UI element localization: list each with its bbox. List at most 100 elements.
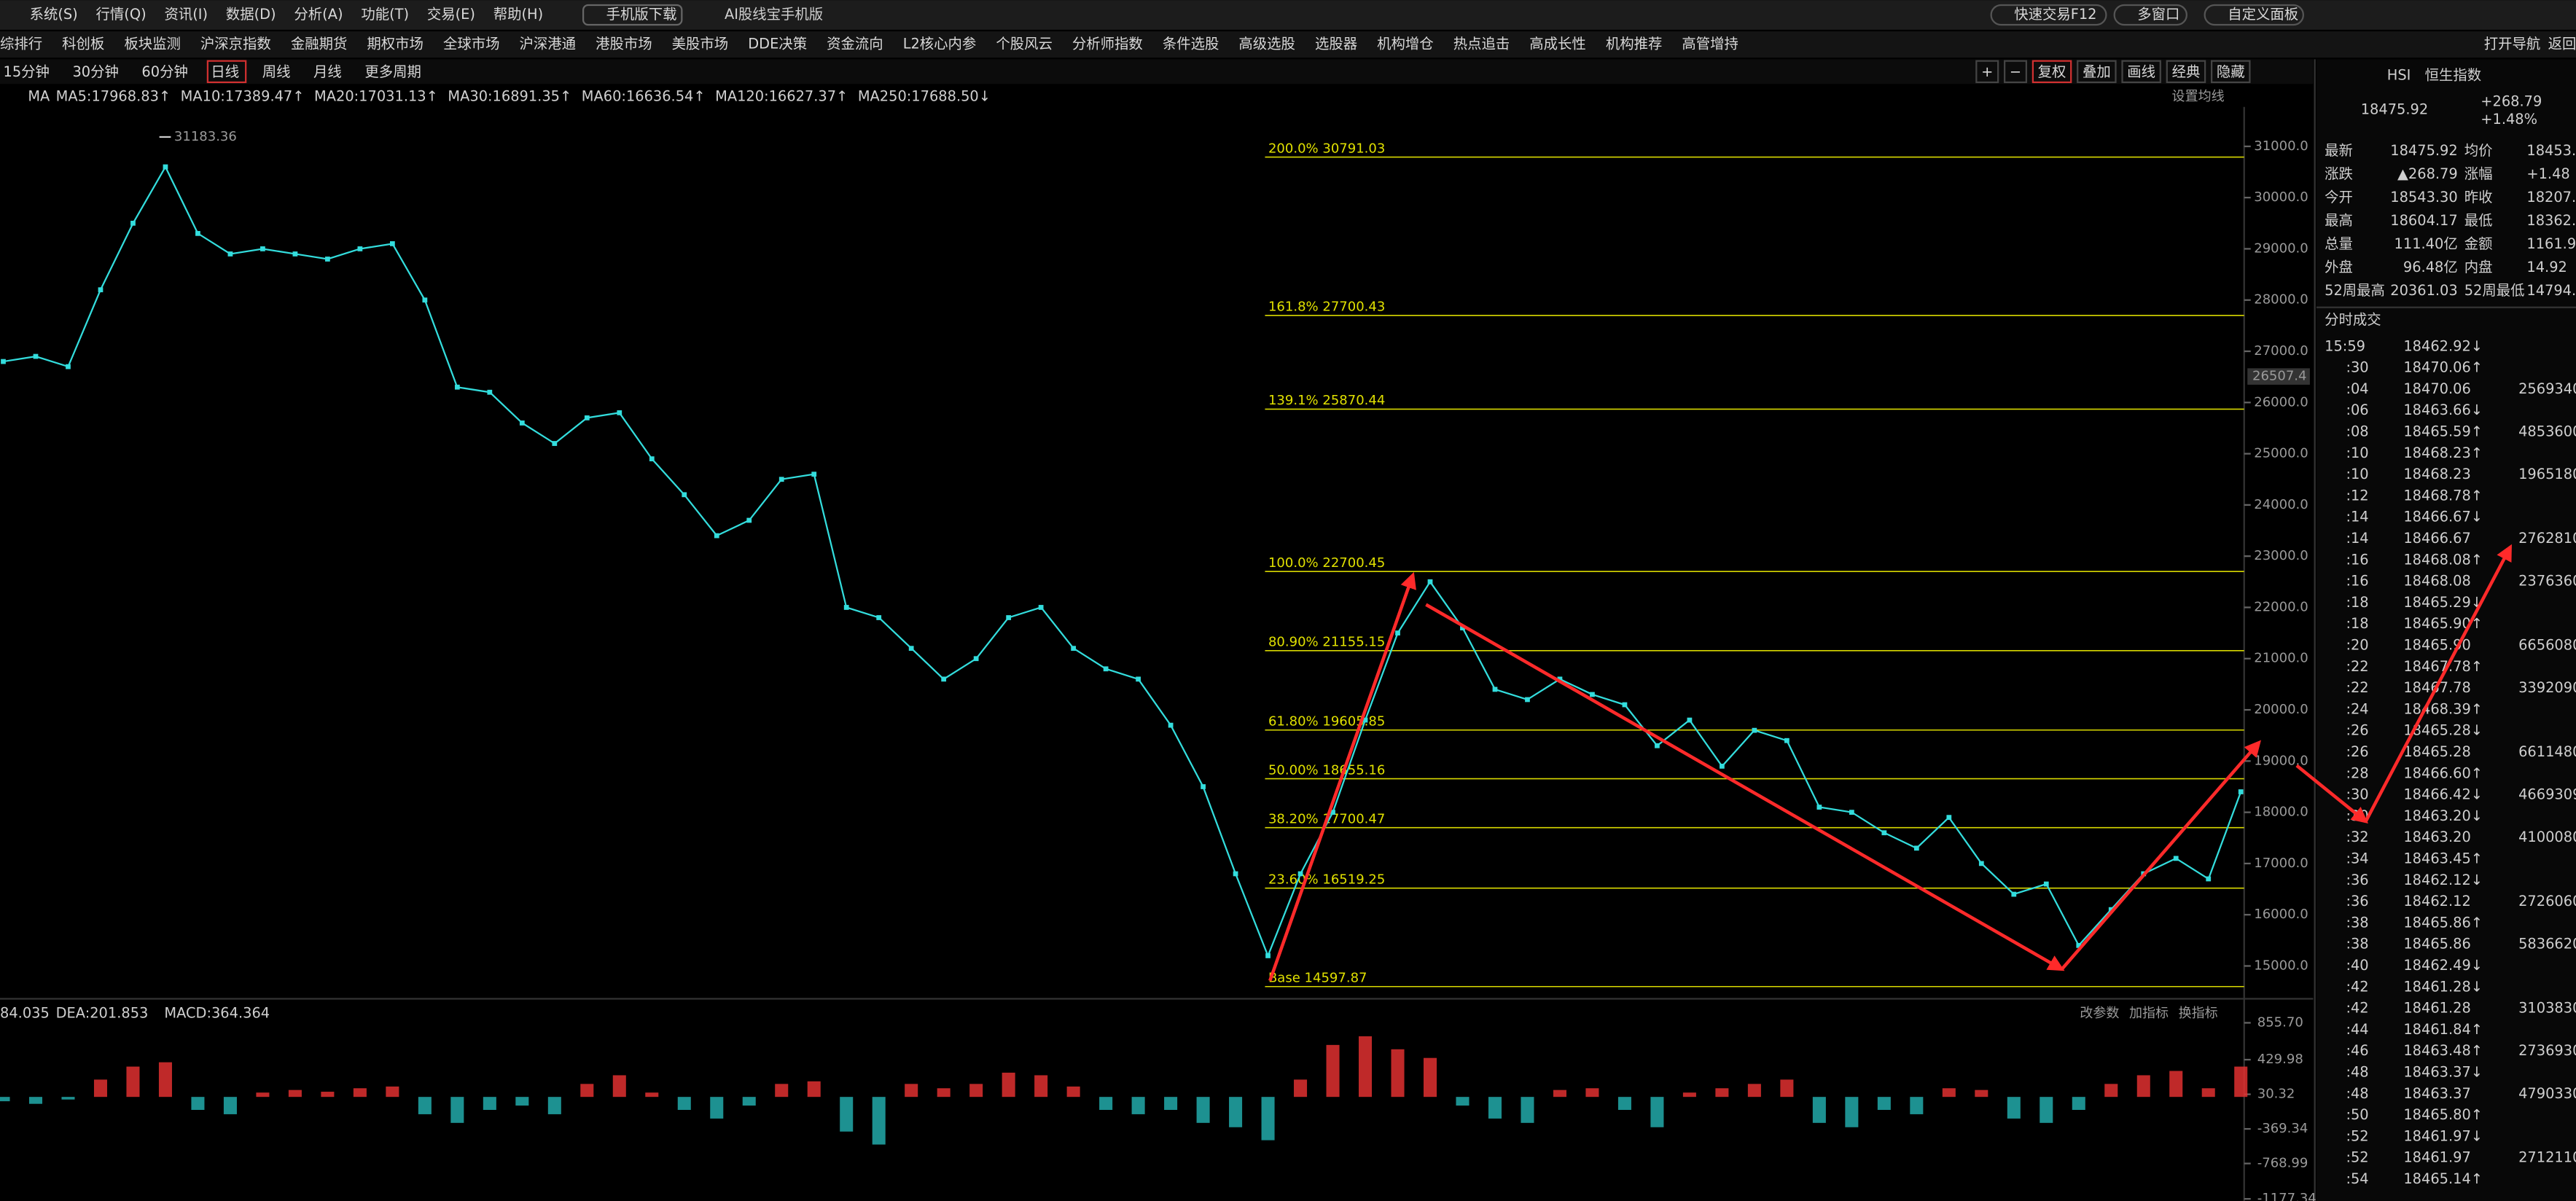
mobile-download[interactable]: 手机版下载 <box>606 6 677 23</box>
trade-time: :32 <box>2346 829 2368 845</box>
tool-box[interactable] <box>1975 60 1999 84</box>
nav-item[interactable]: 港股市场 <box>596 36 652 52</box>
macd-bar <box>937 1088 951 1098</box>
menu-item[interactable]: 系统(S) <box>30 6 78 23</box>
chart-tool[interactable]: 经典 <box>2172 63 2201 80</box>
nav-item[interactable]: 热点追击 <box>1453 36 1510 52</box>
chart-tool[interactable]: 隐藏 <box>2217 63 2245 80</box>
ai-app[interactable]: AI股线宝手机版 <box>725 6 823 23</box>
top-button[interactable] <box>2113 4 2187 26</box>
indicator-button[interactable]: 加指标 <box>2129 1006 2169 1021</box>
price-tick-label: 29000.0 <box>2254 240 2308 256</box>
ma-settings[interactable]: 设置均线 <box>2172 89 2225 104</box>
price-point <box>617 410 622 415</box>
tool-box[interactable] <box>2121 60 2161 84</box>
nav-item[interactable]: 综排行 <box>0 36 42 52</box>
top-button[interactable] <box>1990 4 2107 26</box>
top-right-item[interactable]: 自定义面板 <box>2228 6 2298 23</box>
nav-item[interactable]: 选股器 <box>1315 36 1357 52</box>
trade-volume: 4669309 <box>2518 786 2576 803</box>
nav-item[interactable]: 科创板 <box>62 36 104 52</box>
tool-box[interactable] <box>2003 60 2028 84</box>
trade-price: 18468.08↑ <box>2403 551 2483 568</box>
nav-right[interactable]: 返回 <box>2548 36 2576 52</box>
price-tick-label: 26000.0 <box>2254 394 2308 410</box>
nav-item[interactable]: 高管增持 <box>1682 36 1738 52</box>
period-tab[interactable]: 更多周期 <box>364 63 421 80</box>
trade-price: 18462.49↓ <box>2403 957 2483 974</box>
tool-box[interactable] <box>2210 60 2251 84</box>
price-point <box>1297 871 1303 877</box>
chart-tool[interactable]: − <box>2010 63 2021 80</box>
chart-tool[interactable]: 叠加 <box>2083 63 2111 80</box>
macd-bar <box>1845 1097 1859 1127</box>
trade-time: :44 <box>2346 1021 2368 1038</box>
macd-bar <box>905 1084 918 1098</box>
price-point <box>260 246 265 251</box>
period-tab[interactable]: 15分钟 <box>4 63 50 80</box>
stat-value: 18543.30 <box>2390 189 2457 206</box>
nav-item[interactable]: L2核心内参 <box>903 36 977 52</box>
trade-time: :42 <box>2346 1000 2368 1017</box>
nav-item[interactable]: 期权市场 <box>367 36 424 52</box>
top-right-item[interactable]: 快速交易F12 <box>2014 6 2096 23</box>
nav-item[interactable]: 沪深京指数 <box>200 36 271 52</box>
nav-item[interactable]: 资金流向 <box>827 36 883 52</box>
macd-tick-label: 429.98 <box>2257 1052 2303 1067</box>
nav-item[interactable]: 高成长性 <box>1529 36 1586 52</box>
nav-item[interactable]: 全球市场 <box>443 36 500 52</box>
price-point <box>519 420 525 426</box>
mobile-button[interactable] <box>582 4 683 26</box>
price-tick-label: 17000.0 <box>2254 856 2308 871</box>
trade-time: :10 <box>2346 445 2368 461</box>
nav-item[interactable]: 高级选股 <box>1238 36 1295 52</box>
period-tab[interactable]: 日线 <box>211 63 239 80</box>
menu-item[interactable]: 交易(E) <box>427 6 475 23</box>
nav-item[interactable]: DDE决策 <box>748 36 807 52</box>
stat-label: 内盘 <box>2464 259 2493 275</box>
nav-item[interactable]: 沪深港通 <box>520 36 577 52</box>
top-button[interactable] <box>2204 4 2304 26</box>
stat-value: 18475.92 <box>2390 142 2457 159</box>
price-point <box>1038 605 1044 610</box>
price-point <box>1136 676 1141 682</box>
tool-box[interactable] <box>2077 60 2117 84</box>
nav-item[interactable]: 板块监测 <box>124 36 181 52</box>
nav-right[interactable]: 打开导航 <box>2484 36 2541 52</box>
tool-box[interactable] <box>2031 60 2072 84</box>
menu-item[interactable]: 数据(D) <box>226 6 276 23</box>
macd-bar <box>1617 1097 1631 1110</box>
macd-bar <box>547 1097 561 1114</box>
nav-item[interactable]: 个股风云 <box>996 36 1053 52</box>
nav-item[interactable]: 机构推荐 <box>1606 36 1663 52</box>
nav-item[interactable]: 分析师指数 <box>1072 36 1143 52</box>
macd-bar <box>450 1097 464 1123</box>
tool-box[interactable] <box>2166 60 2206 84</box>
nav-item[interactable]: 美股市场 <box>672 36 729 52</box>
price-point <box>454 384 460 390</box>
period-tab[interactable]: 月线 <box>313 63 342 80</box>
menu-item[interactable]: 资讯(I) <box>164 6 208 23</box>
chart-tool[interactable]: + <box>1981 63 1993 80</box>
chart-tool[interactable]: 画线 <box>2127 63 2155 80</box>
price-point <box>2238 789 2244 794</box>
nav-item[interactable]: 金融期货 <box>291 36 348 52</box>
chart-tool[interactable]: 复权 <box>2038 63 2066 80</box>
top-right-item[interactable]: 多窗口 <box>2137 6 2179 23</box>
period-tab[interactable]: 30分钟 <box>72 63 118 80</box>
menu-item[interactable]: 帮助(H) <box>493 6 543 23</box>
indicator-button[interactable]: 改参数 <box>2080 1006 2119 1021</box>
nav-item[interactable]: 条件选股 <box>1163 36 1219 52</box>
menu-item[interactable]: 分析(A) <box>294 6 343 23</box>
indicator-button[interactable]: 换指标 <box>2179 1006 2218 1021</box>
menu-item[interactable]: 功能(T) <box>361 6 409 23</box>
nav-item[interactable]: 机构增仓 <box>1377 36 1434 52</box>
trade-price: 18468.39↑ <box>2403 700 2483 717</box>
stat-value: 1161.90 <box>2526 235 2576 252</box>
trade-time: :06 <box>2346 402 2368 418</box>
period-tab[interactable]: 周线 <box>262 63 291 80</box>
macd-bar <box>1682 1092 1696 1098</box>
macd-bar <box>321 1092 335 1098</box>
period-tab[interactable]: 60分钟 <box>141 63 187 80</box>
menu-item[interactable]: 行情(Q) <box>96 6 147 23</box>
